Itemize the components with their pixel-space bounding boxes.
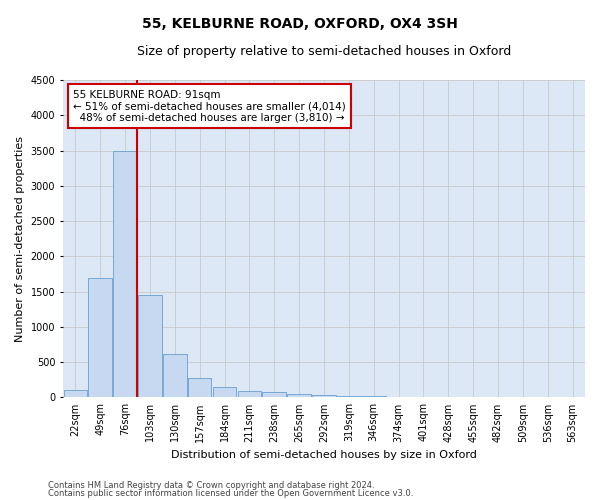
Text: Contains HM Land Registry data © Crown copyright and database right 2024.: Contains HM Land Registry data © Crown c… [48,480,374,490]
Text: 55, KELBURNE ROAD, OXFORD, OX4 3SH: 55, KELBURNE ROAD, OXFORD, OX4 3SH [142,18,458,32]
Bar [312,396,336,398]
Bar [113,150,137,398]
Bar [362,396,386,398]
X-axis label: Distribution of semi-detached houses by size in Oxford: Distribution of semi-detached houses by … [171,450,477,460]
Bar [387,396,410,398]
Text: 55 KELBURNE ROAD: 91sqm
← 51% of semi-detached houses are smaller (4,014)
  48% : 55 KELBURNE ROAD: 91sqm ← 51% of semi-de… [73,90,346,122]
Bar [213,387,236,398]
Text: Contains public sector information licensed under the Open Government Licence v3: Contains public sector information licen… [48,489,413,498]
Title: Size of property relative to semi-detached houses in Oxford: Size of property relative to semi-detach… [137,45,511,58]
Bar [138,295,162,398]
Bar [238,391,261,398]
Bar [188,378,211,398]
Bar [163,354,187,398]
Y-axis label: Number of semi-detached properties: Number of semi-detached properties [15,136,25,342]
Bar [64,390,87,398]
Bar [287,394,311,398]
Bar [262,392,286,398]
Bar [337,396,361,398]
Bar [88,278,112,398]
